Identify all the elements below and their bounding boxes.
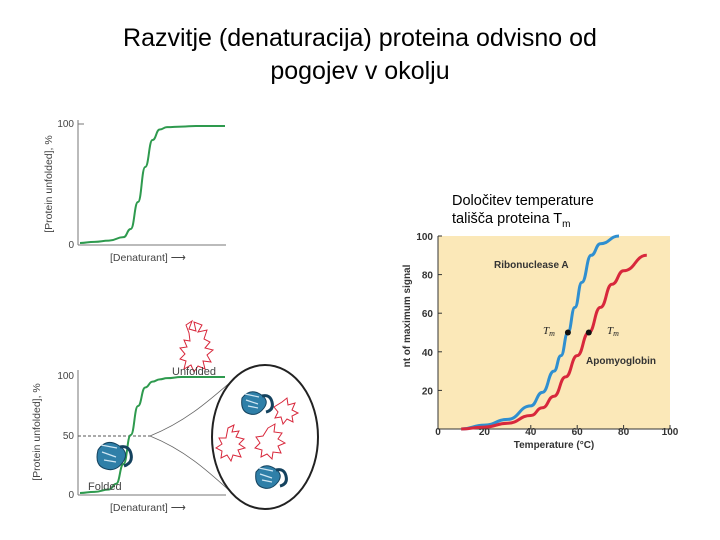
chart3-series-apomyoglobin — [461, 253, 648, 431]
chart3-xtick-60: 60 — [572, 427, 584, 438]
chart3-x-ticks: 0 20 40 60 80 100 — [435, 425, 679, 438]
note-line-2-prefix: tališča proteina T — [452, 211, 563, 227]
unfolded-label: Unfolded — [172, 366, 216, 378]
folded-protein-ellipse-2 — [255, 465, 288, 489]
chart1-ylabel: [Protein unfolded], % — [43, 135, 55, 232]
slide-title: Razvitje (denaturacija) proteina odvisno… — [0, 22, 720, 88]
title-line-1: Razvitje (denaturacija) proteina odvisno… — [123, 24, 597, 52]
chart3-ytick-80: 80 — [422, 271, 434, 282]
note-line-2-sub: m — [562, 218, 571, 230]
chart3-y-ticks: 20 40 60 80 100 — [416, 232, 442, 397]
note-line-2: tališča proteina Tm — [452, 210, 594, 234]
chart1-ytick-0: 0 — [68, 240, 74, 251]
chart3-series-ribonuclease — [461, 234, 620, 431]
chart2-ytick-50: 50 — [63, 431, 75, 442]
chart3-tm-label-ribonuclease: Tm — [543, 325, 555, 338]
chart3-ytick-60: 60 — [422, 309, 434, 320]
folded-protein-main — [96, 441, 133, 471]
chart1-ytick-100: 100 — [57, 119, 74, 130]
note-line-1: Določitev temperature — [452, 193, 594, 209]
unfolded-chain-ellipse-1 — [215, 424, 247, 463]
title-line-2: pogojev v okolju — [270, 57, 450, 85]
folded-protein-ellipse-1 — [241, 391, 274, 415]
chart3-tm-point-ribonuclease — [564, 329, 571, 336]
population-ellipse — [211, 364, 319, 510]
chart1-axes — [77, 120, 226, 246]
chart2-ytick-100: 100 — [57, 371, 74, 382]
chart3-xtick-100: 100 — [662, 427, 679, 438]
unfolded-chain-ellipse-3 — [273, 397, 300, 426]
chart3-ytick-20: 20 — [422, 386, 434, 397]
chart2-ylabel: [Protein unfolded], % — [31, 383, 43, 480]
chart3-ylabel: nt of maximum signal — [402, 264, 413, 367]
chart3-xtick-0: 0 — [435, 427, 441, 438]
chart3-ytick-100: 100 — [416, 232, 433, 243]
chart3-ytick-40: 40 — [422, 348, 434, 359]
unfolded-chain-top — [179, 319, 215, 374]
folded-label: Folded — [88, 481, 122, 493]
chart1-xlabel: [Denaturant] ⟶ — [110, 252, 187, 264]
chart2-xlabel: [Denaturant] ⟶ — [110, 502, 187, 514]
chart1-series-line — [79, 125, 225, 244]
chart3-xtick-20: 20 — [479, 427, 491, 438]
chart3-xtick-80: 80 — [618, 427, 630, 438]
chart3-xtick-40: 40 — [525, 427, 537, 438]
unfolded-chain-ellipse-2 — [254, 423, 287, 461]
chart3-series-name-apomyoglobin: Apomyoglobin — [586, 356, 656, 367]
chart3-series-name-ribonuclease: Ribonuclease A — [494, 260, 569, 271]
chart3-xlabel: Temperature (°C) — [514, 440, 595, 451]
chart2-series-line — [79, 376, 225, 494]
chart2-ytick-0: 0 — [68, 490, 74, 501]
chart3-tm-point-apomyoglobin — [585, 329, 592, 336]
chart3-tm-label-apomyoglobin: Tm — [607, 325, 619, 338]
tm-note: Določitev temperature tališča proteina T… — [452, 192, 594, 234]
